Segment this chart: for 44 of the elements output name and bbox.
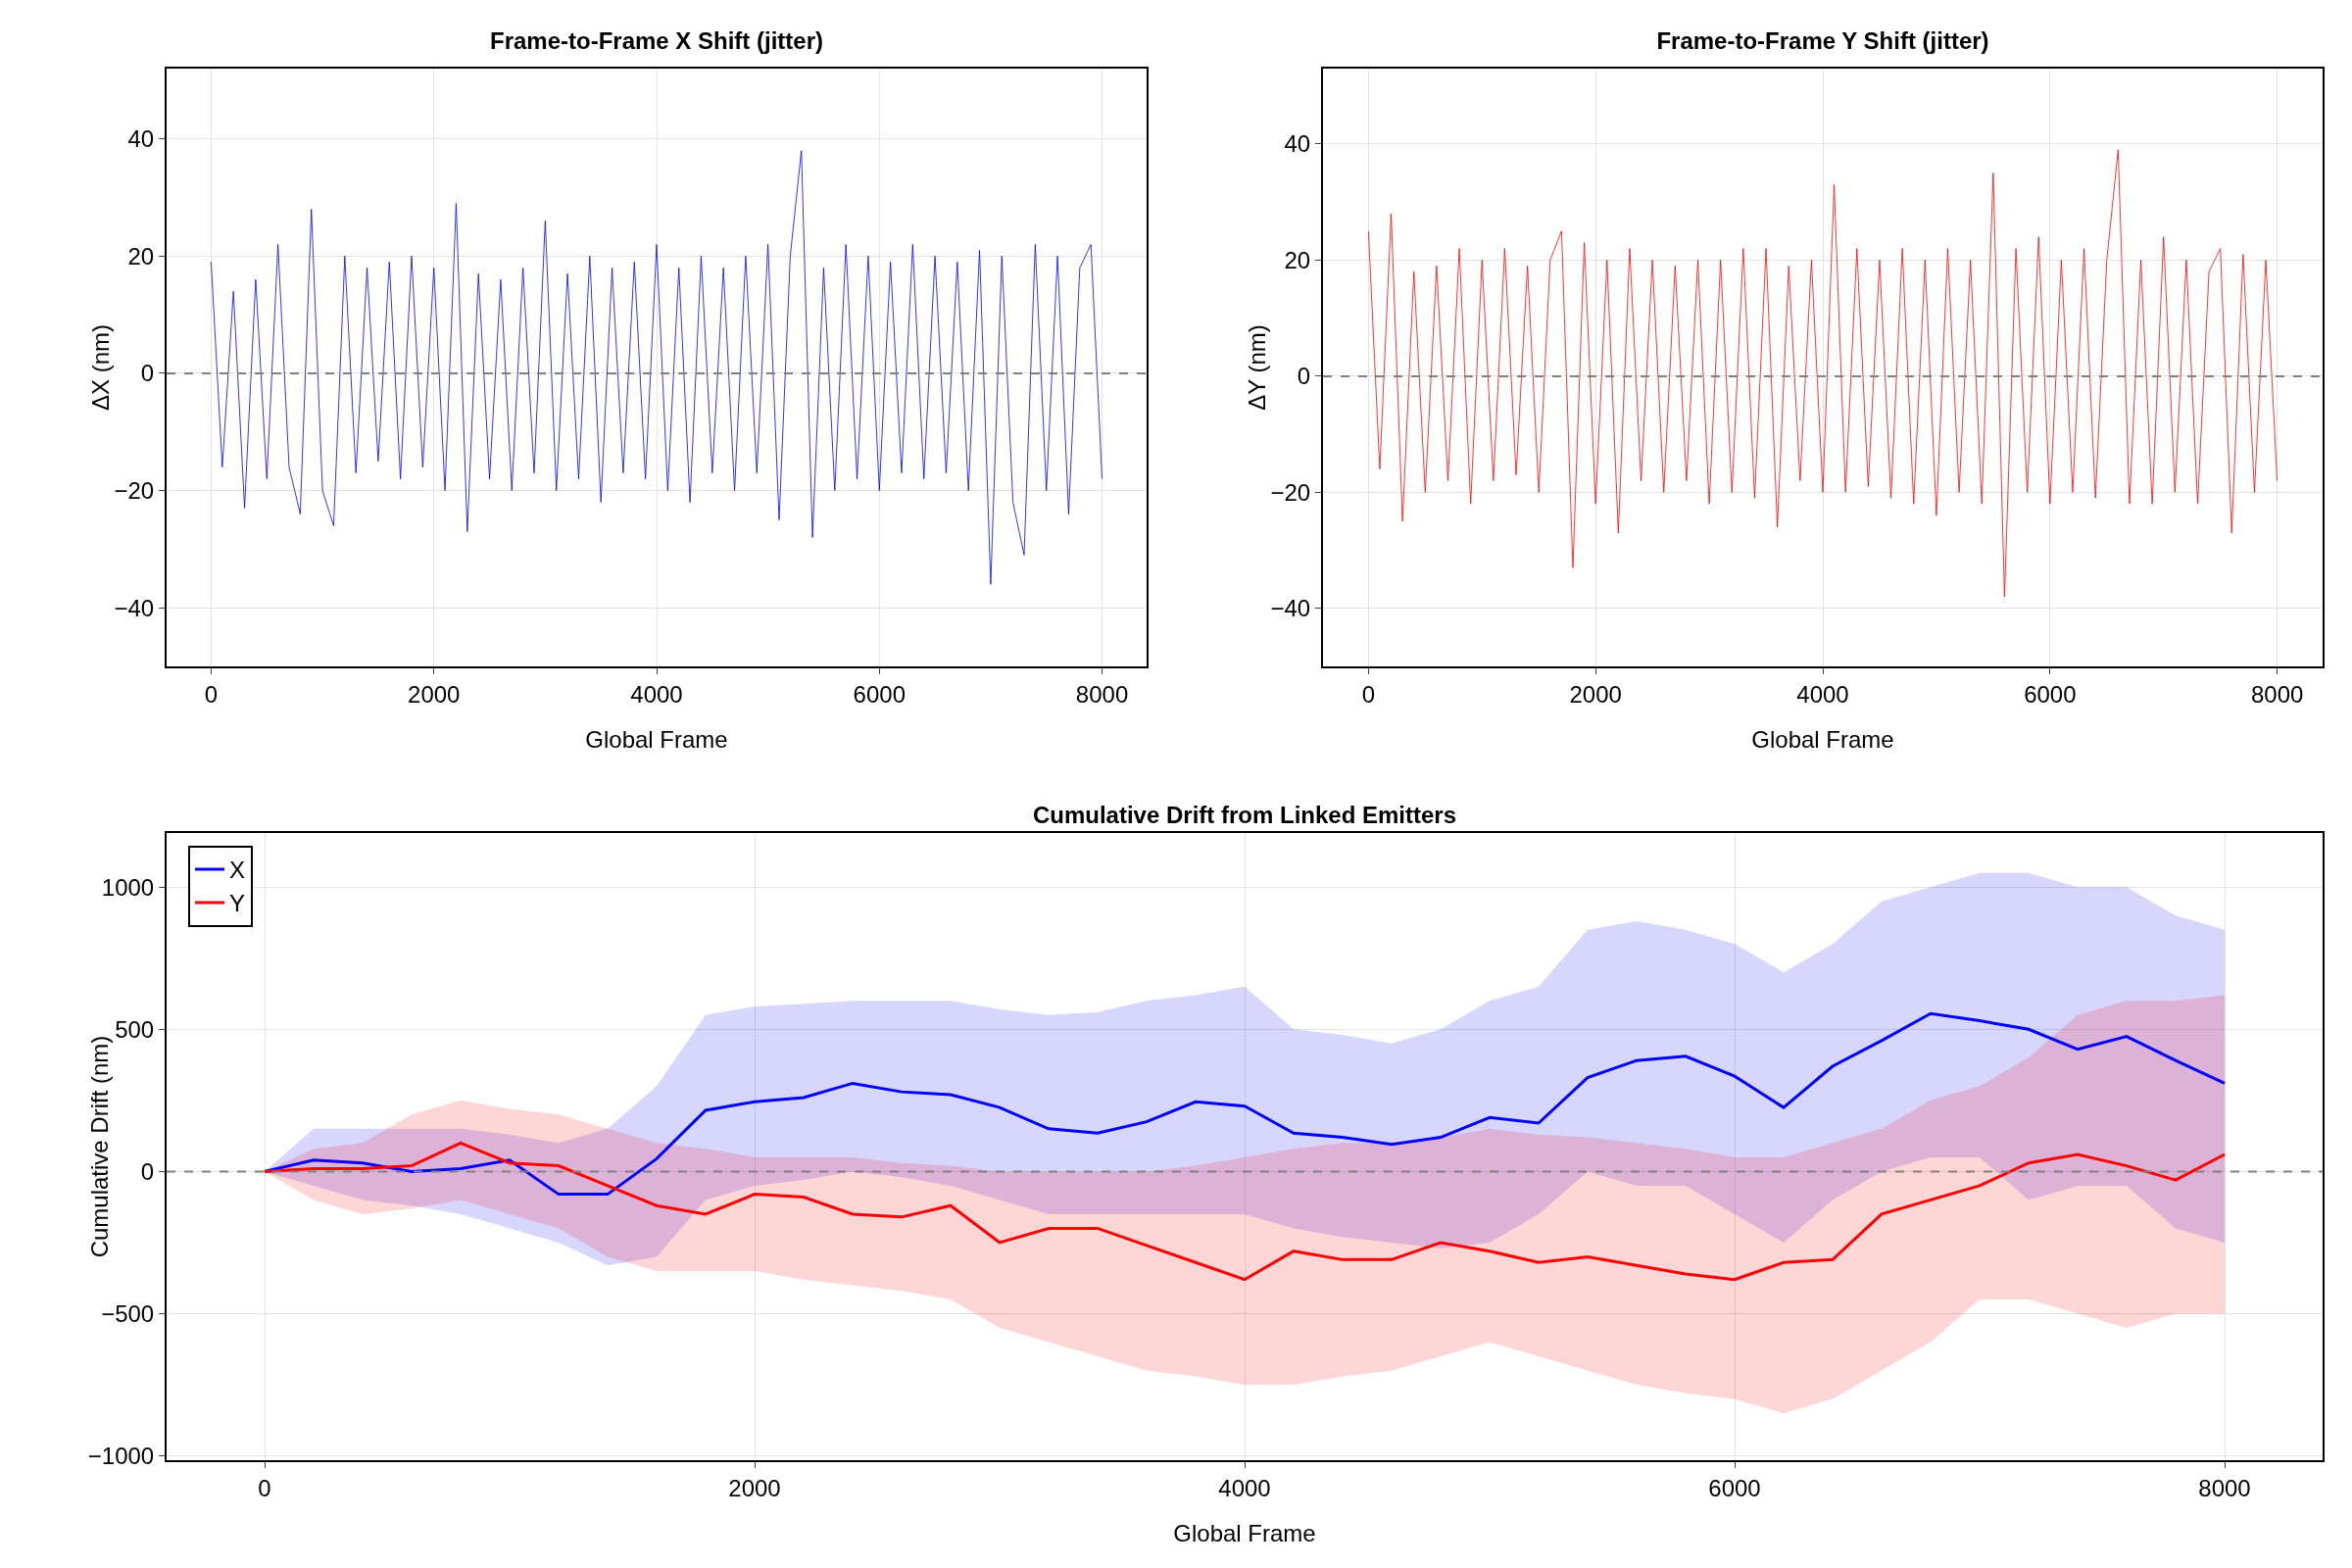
y-axis-title: ΔX (nm) xyxy=(87,323,114,412)
x-tick-label: 6000 xyxy=(853,680,906,708)
y-tick-label: 0 xyxy=(140,360,155,387)
y-tick-label: −1000 xyxy=(87,1443,155,1470)
x-tick-label: 2000 xyxy=(1569,680,1622,708)
x-tick-label: 6000 xyxy=(1708,1474,1761,1501)
y-tick-label: 20 xyxy=(1284,246,1311,273)
x-tick-label: 4000 xyxy=(1218,1474,1271,1501)
line-series xyxy=(211,150,1102,585)
x-tick-label: 8000 xyxy=(2198,1474,2251,1501)
legend-label: X xyxy=(229,857,246,884)
chart-title: Cumulative Drift from Linked Emitters xyxy=(1032,801,1457,828)
y-tick-label: 1000 xyxy=(101,873,155,901)
y-tick-label: 20 xyxy=(127,242,155,270)
x-tick-label: 4000 xyxy=(630,680,683,708)
line-series xyxy=(1367,149,2278,598)
y-axis-title: Cumulative Drift (nm) xyxy=(86,1035,114,1258)
x-tick-label: 0 xyxy=(204,680,219,708)
x-tick-label: 0 xyxy=(1361,680,1376,708)
y-tick-label: −20 xyxy=(114,476,155,504)
legend-label: Y xyxy=(229,890,246,917)
x-tick-label: 4000 xyxy=(1796,680,1849,708)
y-tick-label: 500 xyxy=(115,1015,155,1043)
y-tick-label: −40 xyxy=(1270,595,1311,622)
x-tick-label: 2000 xyxy=(408,680,461,708)
chart-title: Frame-to-Frame X Shift (jitter) xyxy=(489,26,824,54)
line-series xyxy=(263,1141,2227,1282)
y-tick-label: 0 xyxy=(1297,363,1311,390)
y-axis-title: ΔY (nm) xyxy=(1244,324,1270,411)
x-tick-label: 8000 xyxy=(2250,680,2304,708)
y-tick-label: −40 xyxy=(114,594,155,621)
chart-title: Frame-to-Frame Y Shift (jitter) xyxy=(1656,26,1989,54)
x-tick-label: 6000 xyxy=(2024,680,2077,708)
y-tick-label: −500 xyxy=(101,1299,155,1327)
x-axis-title: Global Frame xyxy=(585,726,728,753)
y-tick-label: 40 xyxy=(127,125,155,153)
x-tick-label: 2000 xyxy=(728,1474,781,1501)
x-tick-label: 8000 xyxy=(1075,680,1129,708)
y-tick-label: 40 xyxy=(1284,130,1311,158)
x-axis-title: Global Frame xyxy=(1751,726,1894,753)
x-tick-label: 0 xyxy=(258,1474,271,1501)
y-tick-label: 0 xyxy=(140,1157,155,1185)
y-tick-label: −20 xyxy=(1270,478,1311,506)
x-axis-title: Global Frame xyxy=(1173,1520,1316,1546)
